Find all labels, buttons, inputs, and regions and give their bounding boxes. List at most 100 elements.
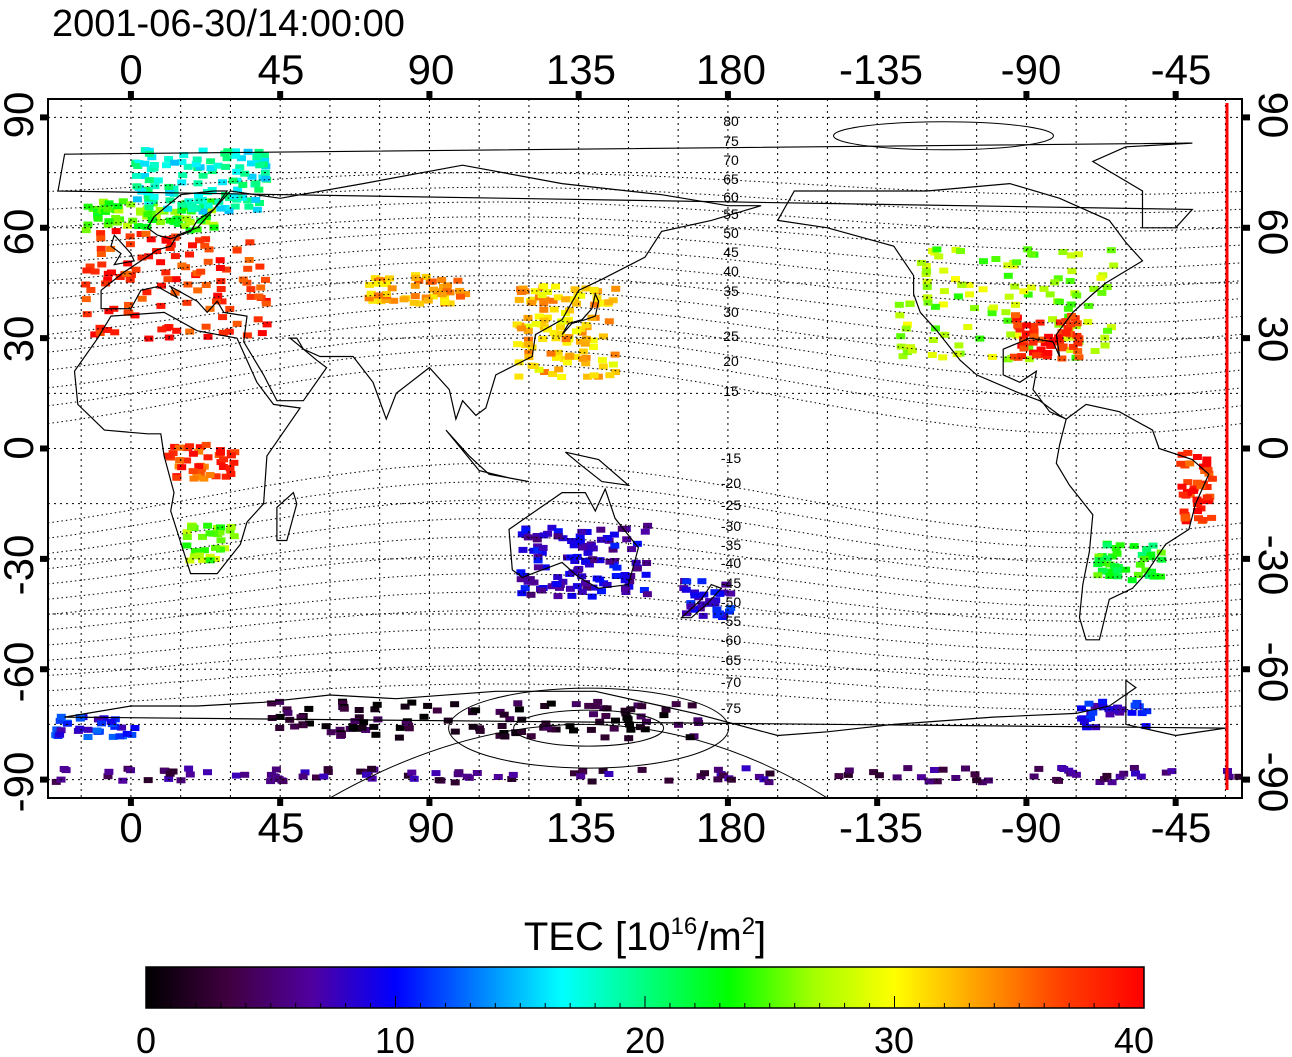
tec-cell <box>407 769 417 776</box>
tec-cell <box>1090 348 1100 354</box>
tec-cell <box>278 778 288 785</box>
tec-cell <box>566 554 576 561</box>
tec-cell <box>964 282 974 288</box>
tec-cell <box>938 766 948 773</box>
tec-cell <box>419 713 429 720</box>
bottom-lon-label: 45 <box>258 804 305 851</box>
tec-cell <box>387 285 397 292</box>
tec-cell <box>567 538 577 544</box>
tec-cell <box>581 321 591 328</box>
tec-cell <box>1011 301 1020 308</box>
tec-cell <box>588 344 598 350</box>
magnetic-latitude-contour <box>48 481 1242 549</box>
tec-cell <box>185 251 194 258</box>
tec-cell <box>364 295 374 302</box>
left-lat-label: 90 <box>0 92 42 139</box>
coastline <box>100 164 762 422</box>
tec-cell <box>143 211 153 218</box>
tec-cell <box>687 702 697 709</box>
tec-cell <box>177 159 187 166</box>
tec-cell <box>978 286 988 293</box>
tec-cell <box>123 309 133 316</box>
tec-cell <box>182 542 192 549</box>
tec-cell <box>92 727 102 734</box>
tec-cell <box>1054 777 1063 784</box>
tec-cell <box>1027 251 1037 258</box>
tec-cell <box>194 198 204 205</box>
tec-cell <box>682 578 692 585</box>
tec-cell <box>1048 337 1058 344</box>
tec-cell <box>661 706 671 713</box>
tec-cell <box>271 766 281 773</box>
tec-cell <box>523 328 533 334</box>
tec-cell <box>534 366 544 373</box>
tec-cell <box>400 703 410 710</box>
tec-cell <box>1055 319 1065 326</box>
tec-cell <box>81 281 91 288</box>
tec-cell <box>1115 773 1125 780</box>
tec-cell <box>97 261 107 268</box>
tec-cell <box>111 228 121 235</box>
tec-cell <box>443 282 452 289</box>
tec-cell <box>113 203 123 210</box>
left-lat-label: 60 <box>0 209 42 256</box>
frame-tick <box>426 798 433 806</box>
tec-cell <box>527 299 537 306</box>
tec-cell <box>323 766 333 773</box>
tec-cell <box>132 183 142 190</box>
tec-cell <box>581 580 590 587</box>
tec-cell <box>203 258 213 265</box>
tec-cell <box>128 217 138 224</box>
tec-cell <box>1119 770 1129 777</box>
tec-cell <box>1063 325 1073 331</box>
tec-cell <box>922 278 932 285</box>
tec-cell <box>589 711 598 718</box>
tec-cell <box>1185 460 1195 467</box>
tec-cell <box>1142 546 1152 553</box>
tec-cell <box>924 778 934 785</box>
tec-cell <box>199 547 209 554</box>
right-lat-label: 90 <box>1250 92 1292 139</box>
tec-cell <box>1102 772 1112 779</box>
tec-cell <box>765 770 775 777</box>
tec-cell <box>338 700 348 707</box>
tec-cell <box>432 707 442 714</box>
tec-cell <box>1131 770 1140 777</box>
tec-cell <box>253 157 263 164</box>
tec-cell <box>215 265 225 271</box>
tec-cell <box>523 534 533 541</box>
top-lon-label: 0 <box>119 46 142 93</box>
tec-cell <box>1181 513 1191 520</box>
tec-cell <box>321 723 331 730</box>
frame-tick <box>1172 91 1179 99</box>
tec-cell <box>552 581 562 587</box>
frame-tick <box>40 666 48 673</box>
tec-cell <box>508 771 518 778</box>
tec-cell <box>240 771 250 778</box>
tec-cell <box>581 557 591 564</box>
tec-cell <box>205 530 215 537</box>
tec-cell <box>532 533 542 539</box>
coastline <box>110 233 136 266</box>
tec-cell <box>230 449 240 456</box>
tec-cell <box>304 705 314 712</box>
tec-cell <box>564 353 574 360</box>
tec-cell <box>575 338 585 345</box>
tec-cell <box>224 328 234 335</box>
tec-cell <box>261 276 270 283</box>
tec-cell <box>534 313 544 320</box>
tec-cell <box>117 724 127 731</box>
frame-tick <box>575 91 582 99</box>
contour-label: 75 <box>723 133 739 149</box>
frame-tick-marks <box>40 91 1250 806</box>
tec-cell <box>643 522 653 529</box>
tec-cell <box>431 770 441 777</box>
tec-cell <box>235 164 245 171</box>
tec-cell <box>188 242 197 249</box>
tec-cell <box>201 323 211 330</box>
contour-label: -25 <box>721 497 741 513</box>
tec-cell <box>283 709 293 716</box>
tec-cell <box>1093 561 1103 568</box>
timestamp-title: 2001-06-30/14:00:00 <box>52 3 405 45</box>
tec-cell <box>565 307 574 314</box>
